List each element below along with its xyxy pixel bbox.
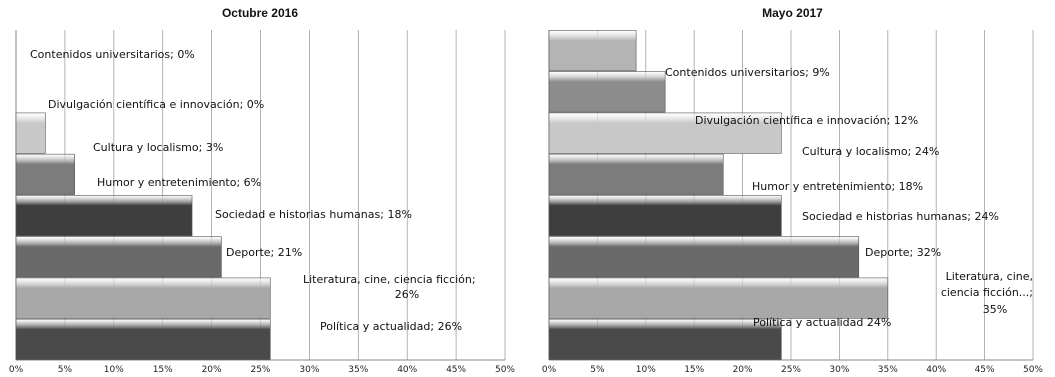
bar-plot: 0% 5% 10% 15% 20% 25% 30% 35% 40% 45% 50% Contenido… [542, 30, 1043, 375]
chart-octubre-2016: Octubre 2016 0% 5% 10% 15% 20% 25% 30% 35% 40% 45… [0, 0, 520, 377]
bar [15, 153, 75, 195]
chart-title: Octubre 2016 [221, 6, 299, 20]
x-tick-label: 35% [878, 365, 898, 375]
x-tick-label: 35% [348, 365, 368, 375]
x-tick-label: 30% [829, 365, 849, 375]
bar [548, 112, 782, 154]
data-label: Contenidos universitarios; 0% [30, 48, 195, 61]
x-tick-label: 25% [250, 365, 270, 375]
x-tick-label: 25% [781, 365, 801, 375]
bar [548, 30, 637, 72]
x-tick-label: 30% [299, 365, 319, 375]
x-tick-label: 5% [590, 365, 605, 375]
x-tick-label: 15% [153, 365, 173, 375]
data-label: Humor y entretenimiento; 6% [97, 176, 261, 189]
bar [15, 195, 193, 237]
x-tick-label: 40% [397, 365, 417, 375]
x-tick-label: 15% [684, 365, 704, 375]
bar [15, 112, 46, 154]
data-label: Humor y entretenimiento; 18% [752, 180, 923, 193]
chart-title: Mayo 2017 [762, 6, 823, 20]
bar [548, 277, 889, 319]
x-tick-label: 20% [202, 365, 222, 375]
x-tick-label: 0% [9, 365, 24, 375]
data-label: Divulgación científica e innovación; 12% [695, 114, 918, 127]
x-tick-label: 50% [495, 365, 515, 375]
bar [548, 318, 782, 360]
data-label: Política y actualidad; 26% [320, 320, 462, 333]
data-label: Deporte; 32% [865, 246, 941, 259]
data-label: ciencia ficción...; [941, 286, 1033, 299]
bar [548, 153, 724, 195]
bar [548, 195, 782, 237]
data-label: Cultura y localismo; 24% [802, 145, 939, 158]
x-tick-label: 50% [1023, 365, 1043, 375]
x-tick-label: 40% [926, 365, 946, 375]
data-label: Cultura y localismo; 3% [93, 141, 223, 154]
data-label: Sociedad e historias humanas; 18% [215, 208, 412, 221]
data-label: Literatura, cine, [946, 270, 1033, 283]
x-tick-label: 20% [733, 365, 753, 375]
x-tick-label: 45% [446, 365, 466, 375]
data-label: Sociedad e historias humanas; 24% [802, 210, 999, 223]
chart-mayo-2017: Mayo 2017 0% 5% 10% 15% 20% 25% 30% 35% 40% 45% 50… [530, 0, 1055, 377]
data-label: 26% [395, 288, 419, 301]
x-tick-label: 5% [58, 365, 73, 375]
bar [548, 236, 860, 278]
bar [15, 277, 271, 319]
data-label: Divulgación científica e innovación; 0% [48, 98, 264, 111]
data-label: Política y actualidad 24% [753, 316, 891, 329]
x-tick-label: 45% [975, 365, 995, 375]
data-label: 35% [983, 303, 1007, 316]
x-tick-label: 10% [104, 365, 124, 375]
bar [15, 236, 222, 278]
bar [15, 318, 271, 360]
x-tick-label: 0% [542, 365, 557, 375]
data-label: Literatura, cine, ciencia ficción; [303, 273, 476, 286]
data-label: Contenidos universitarios; 9% [665, 66, 830, 79]
data-label: Deporte; 21% [226, 246, 302, 259]
bar [548, 71, 666, 113]
x-tick-label: 10% [636, 365, 656, 375]
bar-plot: 0% 5% 10% 15% 20% 25% 30% 35% 40% 45% 50% Contenido… [9, 30, 515, 375]
